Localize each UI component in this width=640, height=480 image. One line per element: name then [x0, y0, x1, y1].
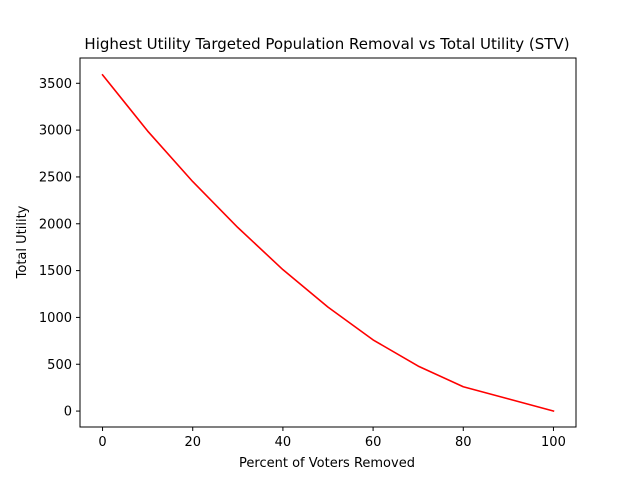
y-tick-label: 500 — [47, 358, 72, 373]
x-axis-label: Percent of Voters Removed — [239, 456, 415, 471]
plot-area — [101, 73, 555, 413]
x-tick-label: 80 — [455, 435, 472, 450]
x-tick-label: 20 — [184, 435, 201, 450]
y-tick-label: 1500 — [39, 264, 72, 279]
y-tick-label: 3500 — [39, 77, 72, 92]
series-line-0 — [101, 73, 555, 413]
y-tick-label: 2500 — [39, 170, 72, 185]
y-tick-label: 3000 — [39, 124, 72, 139]
y-axis-label: Total Utility — [15, 205, 30, 279]
y-tick-label: 0 — [64, 405, 72, 420]
x-tick-label: 40 — [275, 435, 292, 450]
x-tick-label: 100 — [541, 435, 566, 450]
plot-frame — [79, 57, 577, 428]
y-tick-label: 2000 — [39, 217, 72, 232]
y-tick-label: 1000 — [39, 311, 72, 326]
x-tick-label: 60 — [365, 435, 382, 450]
chart-title: Highest Utility Targeted Population Remo… — [84, 35, 569, 53]
x-tick-label: 0 — [98, 435, 106, 450]
